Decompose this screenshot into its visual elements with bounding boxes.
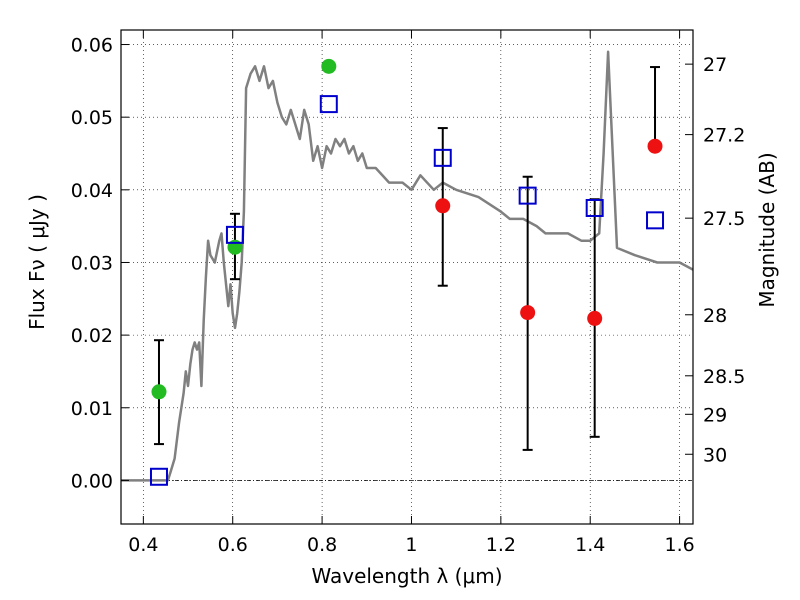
right-tick-label: 28 [703, 305, 727, 327]
right-tick-label: 27 [703, 54, 727, 76]
plot-frame [120, 29, 694, 525]
plot-background [121, 30, 693, 524]
y-tick-label: 0.00 [71, 470, 113, 492]
y-tick-label: 0.04 [71, 180, 113, 202]
y-ticks: 0.00 0.01 0.02 0.03 0.04 0.05 0.06 [71, 35, 129, 492]
gridlines [121, 30, 693, 524]
y-axis-label: Flux Fν ( μJy ) [25, 194, 49, 330]
flux-point [647, 138, 663, 154]
y-tick-label: 0.02 [71, 325, 113, 347]
model-square [646, 211, 665, 230]
spectrum-series [121, 50, 693, 482]
y-tick-label: 0.01 [71, 398, 113, 420]
model-square [585, 198, 604, 217]
flux-point [520, 305, 536, 321]
right-axis-label: Magnitude (AB) [755, 152, 779, 307]
model-square [225, 225, 244, 244]
x-tick-label: 0.8 [307, 534, 337, 556]
x-tick-label: 1 [405, 534, 417, 556]
right-tick-label: 27.2 [703, 125, 745, 147]
flux-point [321, 58, 337, 74]
x-tick-label: 0.6 [218, 534, 248, 556]
y-tick-label: 0.05 [71, 107, 113, 129]
x-axis-label: Wavelength λ (μm) [311, 564, 502, 588]
x-tick-label: 1.6 [664, 534, 694, 556]
right-tick-label: 27.5 [703, 208, 745, 230]
x-tick-label: 1.2 [486, 534, 516, 556]
x-ticks: 0.4 0.6 0.8 1 1.2 1.4 1.6 [128, 30, 695, 556]
flux-point [151, 384, 167, 400]
right-ticks: 27 27.2 27.5 28 28.5 29 30 [685, 54, 745, 466]
right-tick-label: 30 [703, 444, 727, 466]
model-square [319, 95, 338, 114]
x-tick-label: 1.4 [575, 534, 605, 556]
y-tick-label: 0.06 [71, 35, 113, 57]
model-square [433, 148, 452, 167]
model-squares [149, 95, 665, 486]
x-tick-label: 0.4 [128, 534, 158, 556]
right-tick-label: 29 [703, 404, 727, 426]
model-square [149, 467, 168, 486]
spectrum-line [121, 50, 693, 482]
model-square [518, 186, 537, 205]
flux-point [587, 310, 603, 326]
flux-point [435, 198, 451, 214]
right-tick-label: 28.5 [703, 366, 745, 388]
y-tick-label: 0.03 [71, 252, 113, 274]
